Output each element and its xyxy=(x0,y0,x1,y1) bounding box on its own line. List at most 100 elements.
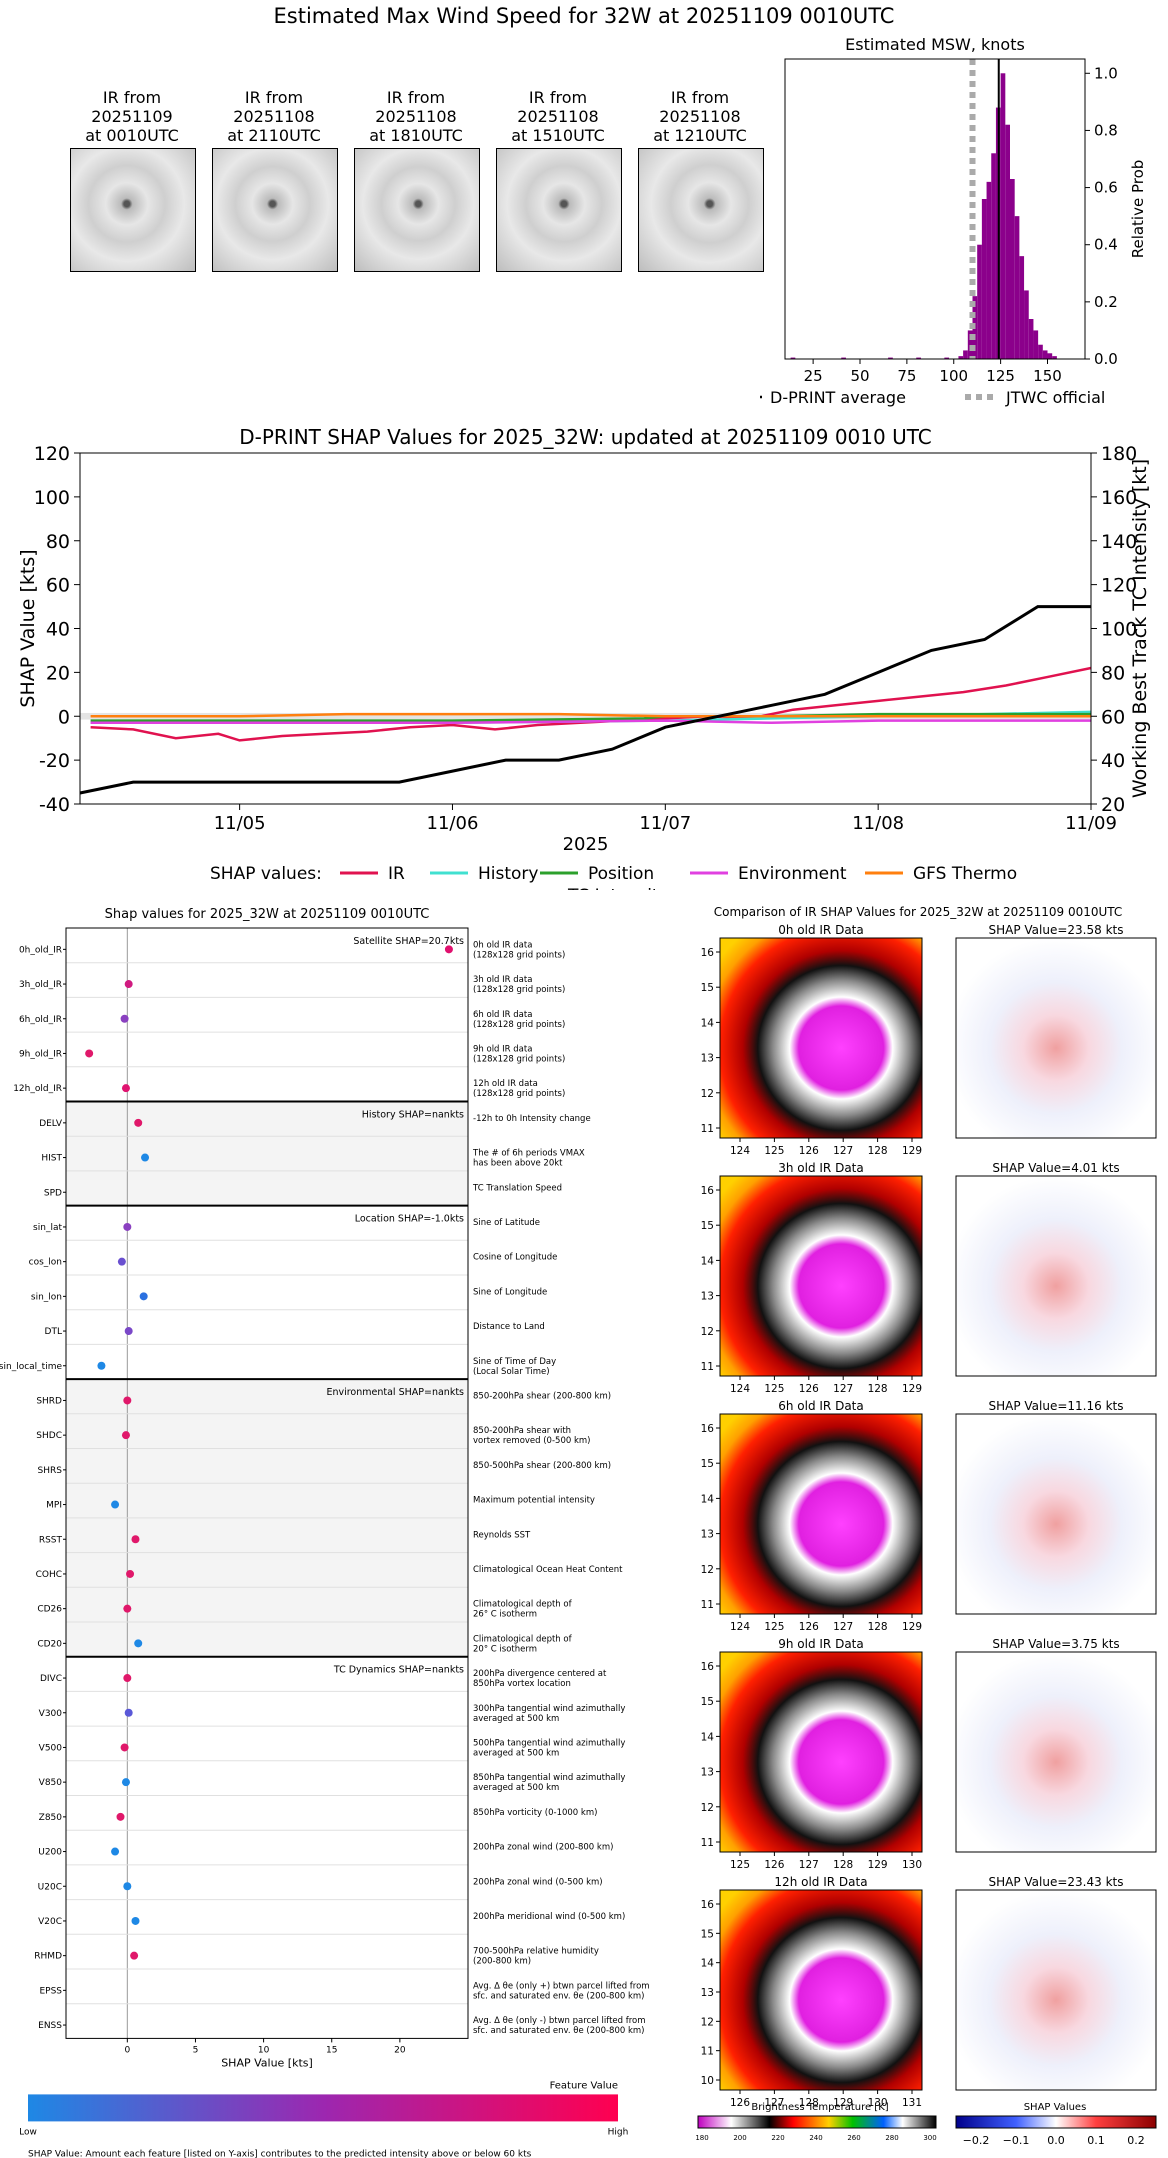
timeseries-y-tick-label: 20 xyxy=(46,662,70,684)
ir-x-tick-label: 124 xyxy=(730,1383,750,1395)
shap-panel-title: SHAP Value=23.58 kts xyxy=(989,923,1124,937)
shap-panel-title: SHAP Value=3.75 kts xyxy=(992,1637,1119,1651)
feature-desc: Reynolds SST xyxy=(473,1530,531,1540)
timeseries-frame xyxy=(79,452,1092,805)
ir-panel-image xyxy=(719,1651,923,1853)
feature-point xyxy=(116,1812,125,1821)
feature-point xyxy=(124,1327,133,1336)
feature-name: SHDC xyxy=(36,1431,62,1441)
feature-point xyxy=(123,1882,132,1891)
legend-label: Position xyxy=(588,864,654,884)
histogram-title: Estimated MSW, knots xyxy=(845,35,1025,54)
feature-point xyxy=(134,1639,143,1648)
ir-y-tick-label: 11 xyxy=(701,1837,714,1849)
group-label: TC Dynamics SHAP=nankts xyxy=(333,1665,464,1676)
feature-desc: 200hPa divergence centered at xyxy=(473,1669,607,1679)
ir-y-tick-label: 14 xyxy=(701,1255,715,1267)
timeseries-x-tick-label: 11/09 xyxy=(1065,813,1117,834)
feature-name: COHC xyxy=(36,1570,62,1580)
histogram-x-tick-label: 100 xyxy=(939,367,968,385)
feature-name: sin_local_time xyxy=(0,1362,62,1372)
feature-desc: 20° C isotherm xyxy=(473,1644,537,1654)
ir-x-tick-label: 129 xyxy=(902,1621,922,1633)
ir-x-tick-label: 126 xyxy=(799,1383,819,1395)
ir-y-tick-label: 12 xyxy=(701,1564,714,1576)
ir-x-tick-label: 127 xyxy=(833,1145,853,1157)
ir-x-tick-label: 128 xyxy=(868,1621,888,1633)
footnote: SHAP Value: Amount each feature [listed … xyxy=(28,2149,532,2158)
ir-y-tick-label: 16 xyxy=(701,1423,715,1435)
feature-value-colorbar xyxy=(28,2094,618,2122)
feature-desc: Cosine of Longitude xyxy=(473,1253,557,1263)
shap-timeseries-chart: D-PRINT SHAP Values for 2025_32W: update… xyxy=(17,425,1151,890)
feature-desc: 500hPa tangential wind azimuthally xyxy=(473,1738,625,1748)
histogram-x-tick-label: 150 xyxy=(1033,367,1062,385)
ir-x-tick-label: 129 xyxy=(902,1383,922,1395)
ir-y-tick-label: 11 xyxy=(701,1599,714,1611)
ir-x-tick-label: 126 xyxy=(730,2097,750,2109)
histogram-y-tick-label: 0.8 xyxy=(1094,121,1118,139)
ir-x-tick-label: 125 xyxy=(764,1145,784,1157)
ir-y-tick-label: 16 xyxy=(701,1185,715,1197)
feature-desc: Maximum potential intensity xyxy=(473,1496,595,1506)
feature-point xyxy=(121,1778,130,1787)
ir-thumbnail-label: IR from 20251108 at 1810UTC xyxy=(344,88,488,145)
feature-desc: Climatological Ocean Heat Content xyxy=(473,1565,623,1575)
feature-desc: 300hPa tangential wind azimuthally xyxy=(473,1704,625,1714)
brightness-tick-label: 260 xyxy=(847,2134,860,2142)
feature-desc: Climatological depth of xyxy=(473,1634,573,1644)
histogram-bar xyxy=(958,356,964,359)
histogram-bar xyxy=(916,357,921,359)
timeseries-x-tick-label: 11/08 xyxy=(852,813,904,834)
timeseries-y-tick-label: 0 xyxy=(58,706,70,728)
feature-point xyxy=(85,1049,94,1058)
histogram-y-tick-label: 0.6 xyxy=(1094,179,1118,197)
histogram-bar xyxy=(1014,216,1020,359)
timeseries-y-tick-label: -40 xyxy=(39,794,70,816)
ir-panel-title: 6h old IR Data xyxy=(778,1399,864,1413)
feature-desc: 850-500hPa shear (200-800 km) xyxy=(473,1461,611,1471)
series-line-environment xyxy=(90,719,1091,725)
ir-thumbnail-label-line: IR from xyxy=(528,88,588,107)
feature-name: cos_lon xyxy=(29,1258,62,1268)
ir-y-tick-label: 15 xyxy=(701,1928,714,1940)
ir-y-tick-label: 16 xyxy=(701,1661,715,1673)
ir-y-tick-label: 14 xyxy=(701,1017,715,1029)
ir-y-tick-label: 12 xyxy=(701,2016,714,2028)
shap-colorbar-title: SHAP Values xyxy=(1024,2102,1087,2113)
feature-desc: TC Translation Speed xyxy=(472,1183,562,1193)
feature-name: CD26 xyxy=(37,1605,62,1615)
feature-desc: 850hPa tangential wind azimuthally xyxy=(473,1773,625,1783)
ir-y-tick-label: 16 xyxy=(701,947,715,959)
feature-desc: 200hPa meridional wind (0-500 km) xyxy=(473,1912,625,1922)
histogram-ylabel: Relative Prob xyxy=(1129,160,1147,259)
histogram-x-tick-label: 75 xyxy=(897,367,916,385)
feature-desc: has been above 20kt xyxy=(473,1159,563,1169)
feature-point xyxy=(139,1292,148,1301)
group-label: Location SHAP=-1.0kts xyxy=(355,1214,464,1225)
ir-thumbnail-label: IR from 20251108 at 1210UTC xyxy=(628,88,772,145)
ir-x-tick-label: 130 xyxy=(902,1859,922,1871)
feature-desc: averaged at 500 km xyxy=(473,1783,559,1793)
ir-x-tick-label: 125 xyxy=(730,1859,750,1871)
ir-thumbnail-label-line: 20251109 xyxy=(91,107,173,126)
feature-point xyxy=(120,1743,129,1752)
histogram-bar xyxy=(1028,319,1034,359)
histogram-bar xyxy=(981,199,987,359)
legend-jtwc-label: JTWC official xyxy=(1005,388,1105,407)
shap-xlabel: SHAP Value [kts] xyxy=(221,2056,313,2069)
timeseries-y-tick-label: 80 xyxy=(46,531,70,553)
feature-name: DTL xyxy=(45,1327,62,1337)
ir-x-tick-label: 126 xyxy=(764,1859,784,1871)
timeseries-y-tick-label: 40 xyxy=(46,619,70,641)
feature-point xyxy=(123,1674,132,1683)
timeseries-xlabel: 2025 xyxy=(563,834,609,855)
feature-desc: 850-200hPa shear with xyxy=(473,1426,571,1436)
legend-label: Environment xyxy=(738,864,847,884)
feature-name: V850 xyxy=(39,1778,63,1788)
feature-desc: Sine of Longitude xyxy=(473,1287,547,1297)
legend-dprint-label: D-PRINT average xyxy=(770,388,906,407)
feature-point xyxy=(444,945,453,954)
ir-x-tick-label: 127 xyxy=(833,1621,853,1633)
ir-thumbnail-label: IR from 20251108 at 2110UTC xyxy=(202,88,346,145)
